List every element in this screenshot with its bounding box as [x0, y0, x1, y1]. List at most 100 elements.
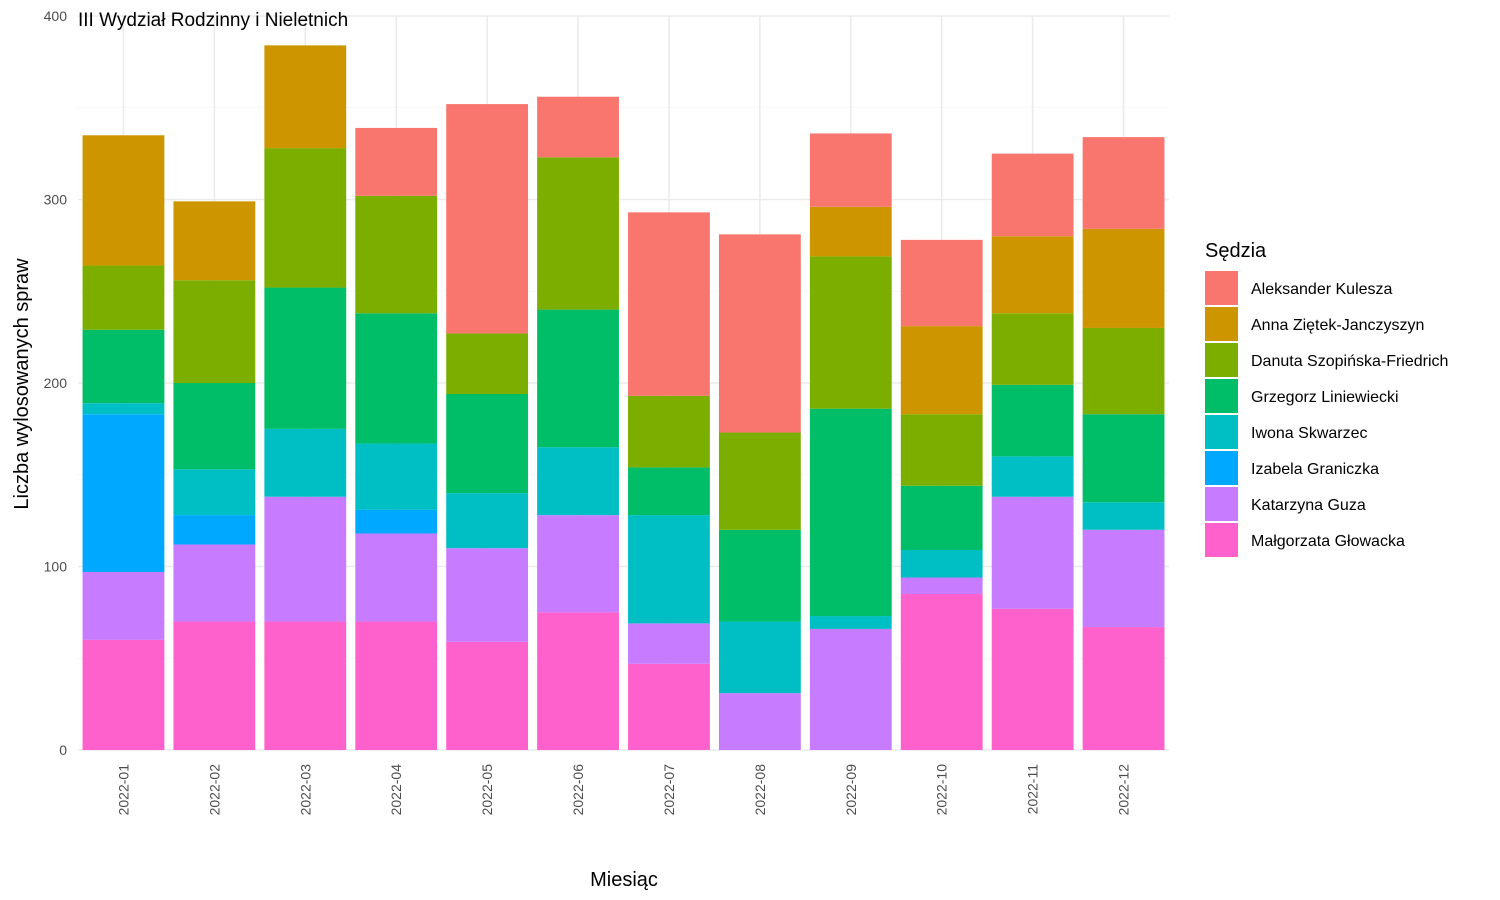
bar-segment — [900, 577, 983, 595]
legend-label: Izabela Graniczka — [1251, 461, 1379, 478]
legend-label: Małgorzata Głowacka — [1251, 533, 1405, 550]
x-tick-label: 2022-06 — [570, 764, 586, 816]
bar-segment — [991, 608, 1074, 750]
y-tick-label: 100 — [44, 559, 68, 575]
bar-segment — [718, 693, 801, 750]
x-tick-label: 2022-05 — [479, 764, 495, 816]
x-tick-label: 2022-03 — [297, 764, 313, 816]
bars-layer — [82, 45, 1165, 750]
bar-segment — [1082, 327, 1165, 415]
bar-segment — [82, 265, 165, 330]
chart-title: III Wydział Rodzinny i Nieletnich — [78, 10, 348, 31]
bar-segment — [991, 153, 1074, 237]
bar-segment — [173, 201, 256, 281]
bar-segment — [991, 313, 1074, 385]
bar-segment — [82, 414, 165, 573]
bar-segment — [355, 443, 438, 510]
x-tick-label: 2022-11 — [1025, 764, 1041, 815]
bar-segment — [446, 333, 529, 395]
x-axis-ticks: 2022-01 2022-02 2022-03 2022-04 2022-05 2022-… — [115, 764, 1131, 816]
bar-segment — [537, 447, 619, 516]
bar-segment — [446, 104, 529, 334]
x-axis-title: Miesiąc — [590, 869, 658, 891]
bar-segment — [718, 432, 801, 530]
legend-label: Anna Ziętek-Janczyszyn — [1251, 317, 1424, 334]
x-tick-label: 2022-01 — [115, 764, 131, 816]
bar-segment — [537, 309, 619, 448]
x-tick-label: 2022-02 — [206, 764, 222, 816]
bar-segment — [355, 313, 438, 444]
bar-segment — [355, 127, 438, 196]
x-tick-label: 2022-04 — [388, 764, 404, 816]
y-tick-label: 400 — [44, 8, 68, 24]
bar-segment — [991, 236, 1074, 314]
bar-segment — [900, 239, 983, 327]
x-tick-label: 2022-10 — [934, 764, 950, 816]
legend-key — [1205, 415, 1238, 449]
bar-segment — [82, 403, 165, 415]
bar-segment — [264, 428, 347, 497]
legend-key — [1205, 343, 1238, 377]
bar-segment — [628, 467, 710, 516]
bar-segment — [264, 148, 347, 288]
legend-label: Aleksander Kulesza — [1251, 281, 1393, 298]
y-tick-label: 300 — [44, 192, 68, 208]
legend: Sędzia Aleksander Kulesza Anna Ziętek-Jan… — [1205, 240, 1448, 557]
bar-segment — [809, 616, 892, 629]
bar-segment — [264, 621, 347, 750]
bar-segment — [809, 256, 892, 409]
bar-segment — [355, 533, 438, 622]
bar-segment — [1082, 137, 1165, 229]
bar-segment — [900, 414, 983, 486]
bar-segment — [173, 469, 256, 516]
bar-segment — [1082, 529, 1165, 628]
bar-segment — [537, 515, 619, 613]
bar-segment — [1082, 502, 1165, 530]
legend-label: Grzegorz Liniewiecki — [1251, 389, 1399, 406]
bar-segment — [173, 621, 256, 750]
bar-segment — [537, 157, 619, 310]
bar-segment — [264, 496, 347, 622]
x-tick-label: 2022-09 — [843, 764, 859, 816]
bar-segment — [809, 408, 892, 617]
legend-key — [1205, 487, 1238, 521]
x-tick-label: 2022-12 — [1116, 764, 1132, 816]
legend-label: Danuta Szopińska-Friedrich — [1251, 353, 1448, 370]
bar-segment — [718, 621, 801, 694]
bar-segment — [809, 628, 892, 750]
x-tick-label: 2022-08 — [752, 764, 768, 816]
bar-segment — [991, 496, 1074, 609]
bar-segment — [1082, 228, 1165, 328]
legend-title: Sędzia — [1205, 240, 1267, 262]
bar-segment — [628, 663, 710, 750]
bar-segment — [628, 515, 710, 624]
bar-segment — [718, 529, 801, 622]
bar-segment — [1082, 414, 1165, 503]
legend-label: Katarzyna Guza — [1251, 497, 1366, 514]
bar-segment — [173, 383, 256, 470]
y-tick-label: 0 — [59, 742, 67, 758]
bar-segment — [718, 234, 801, 433]
bar-segment — [537, 96, 619, 158]
x-tick-label: 2022-07 — [661, 764, 677, 816]
bar-segment — [628, 623, 710, 664]
bar-segment — [82, 572, 165, 640]
legend-key — [1205, 523, 1238, 557]
legend-key — [1205, 271, 1238, 305]
y-axis-title: Liczba wylosowanych spraw — [11, 258, 33, 510]
bar-segment — [264, 287, 347, 429]
bar-segment — [446, 641, 529, 750]
legend-key — [1205, 379, 1238, 413]
bar-segment — [991, 456, 1074, 497]
bar-segment — [1082, 627, 1165, 750]
bar-segment — [628, 212, 710, 396]
bar-segment — [173, 544, 256, 622]
legend-label: Iwona Skwarzec — [1251, 425, 1368, 442]
bar-segment — [991, 384, 1074, 457]
bar-segment — [82, 135, 165, 266]
bar-segment — [173, 515, 256, 545]
bar-segment — [446, 394, 529, 494]
y-axis-ticks: 0 100 200 300 400 — [44, 8, 68, 758]
